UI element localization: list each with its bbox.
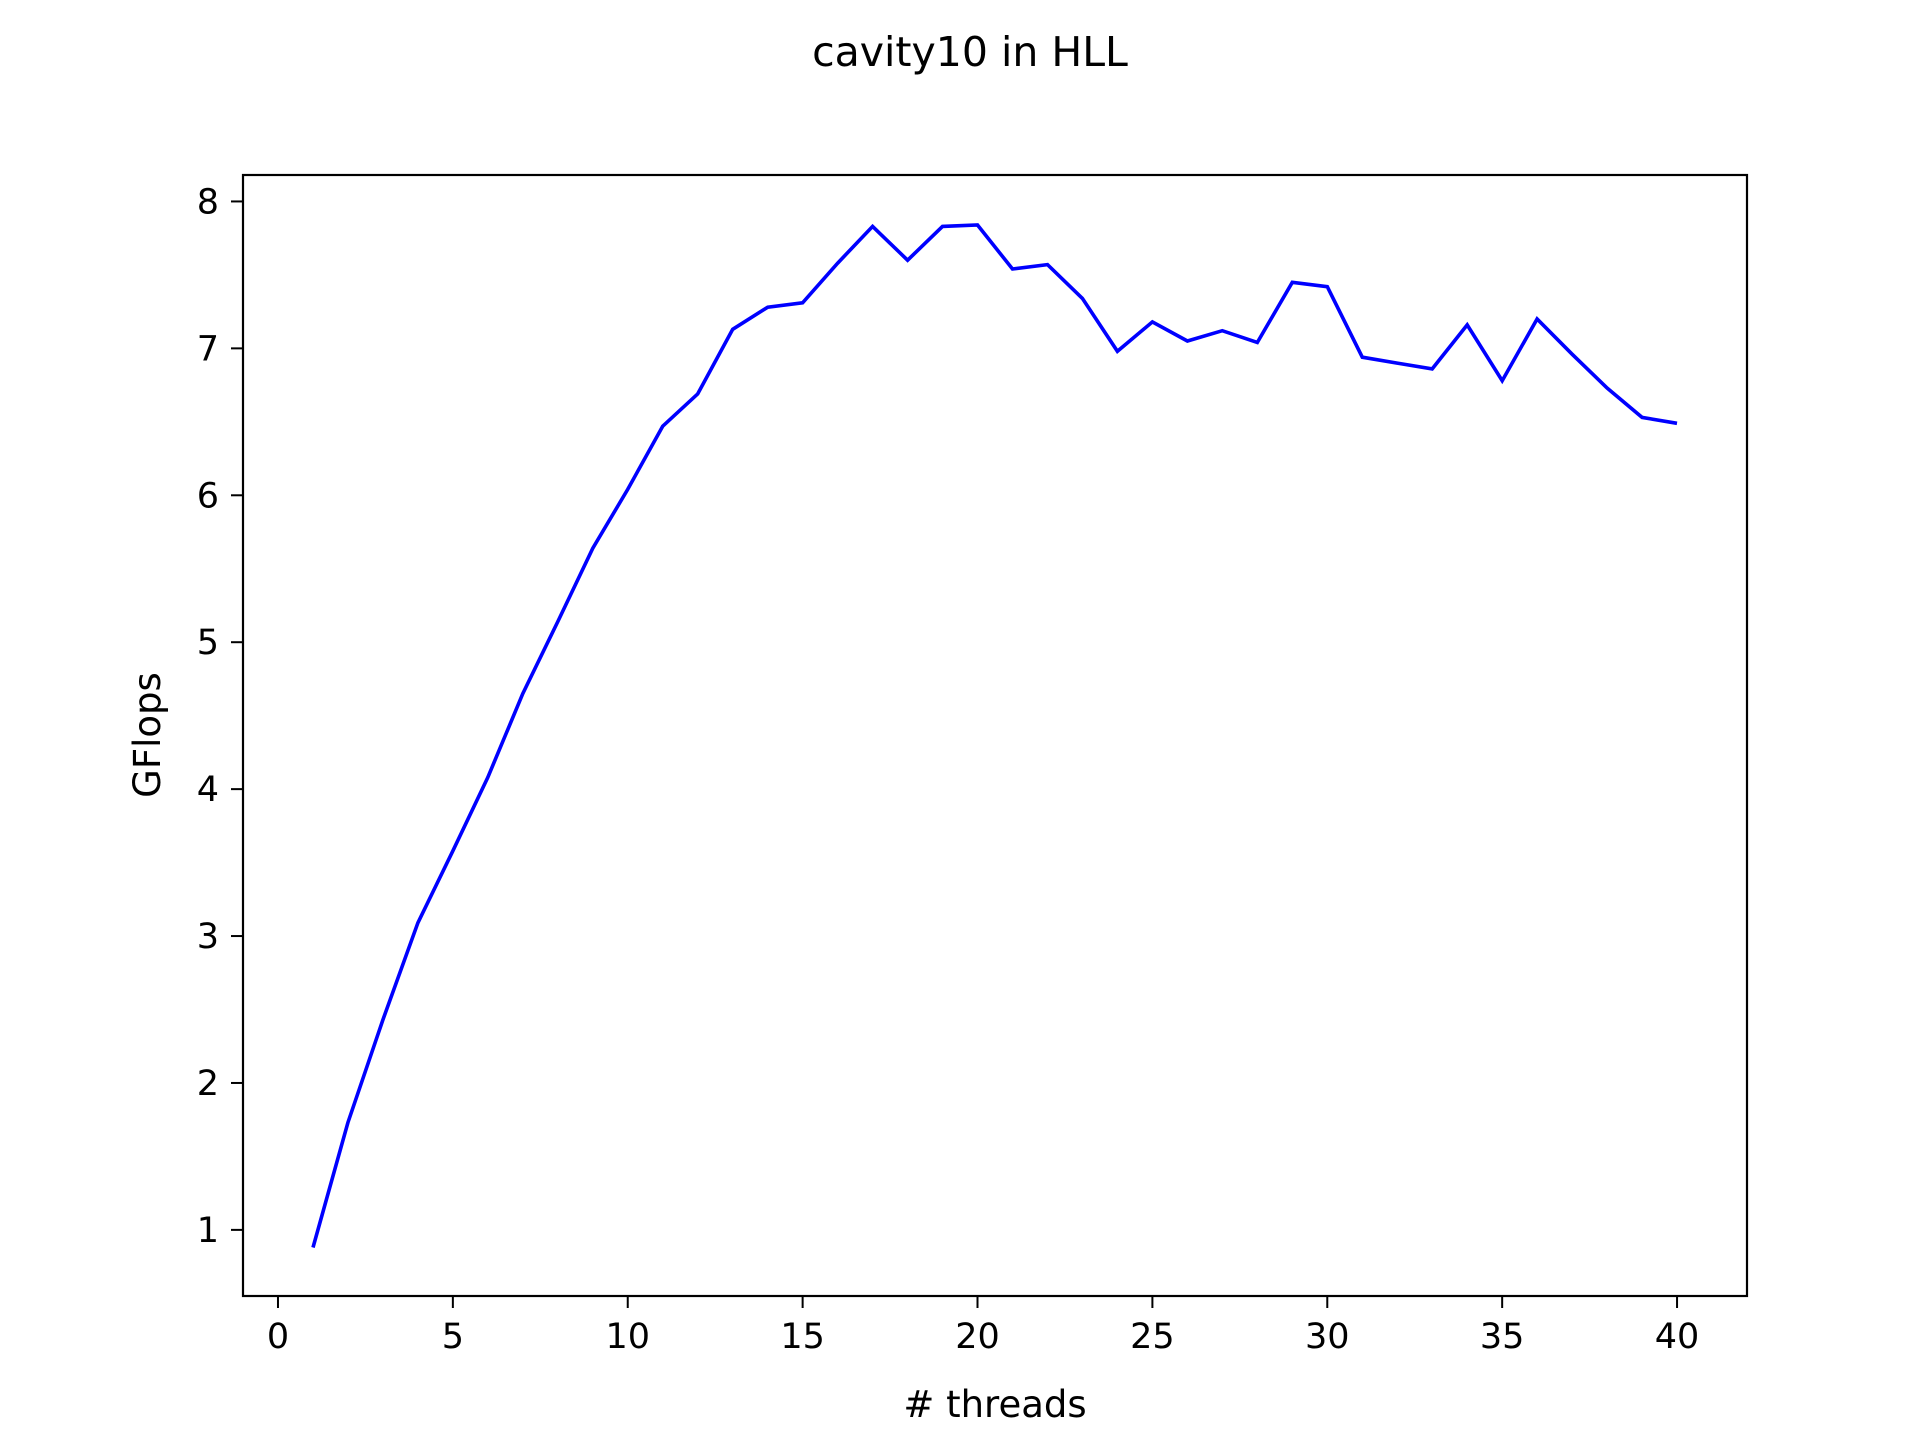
x-tick-label: 10 (605, 1317, 650, 1357)
series-layer (311, 223, 1678, 1248)
x-tick-label: 25 (1130, 1317, 1175, 1357)
x-tick-label: 30 (1305, 1317, 1350, 1357)
series-line-0 (311, 223, 1678, 1248)
y-tick-label: 1 (197, 1211, 219, 1251)
y-tick-label: 7 (197, 329, 219, 369)
y-axis-label: GFlops (126, 672, 169, 798)
y-tick-label: 5 (197, 623, 219, 663)
chart-title: cavity10 in HLL (812, 28, 1128, 76)
y-axis: 1 2 3 4 5 6 7 8 (197, 182, 243, 1251)
plot-area-frame (241, 173, 1749, 1298)
y-tick-label: 2 (197, 1064, 219, 1104)
x-tick-label: 40 (1655, 1317, 1700, 1357)
x-axis: 0 5 10 15 20 25 30 35 40 (267, 1296, 1699, 1357)
x-tick-label: 0 (267, 1317, 289, 1357)
x-tick-label: 5 (442, 1317, 464, 1357)
x-axis-label: # threads (903, 1383, 1086, 1426)
y-tick-label: 4 (197, 770, 219, 810)
y-tick-label: 3 (197, 917, 219, 957)
x-tick-label: 15 (780, 1317, 825, 1357)
y-tick-label: 6 (197, 476, 219, 516)
x-tick-label: 35 (1480, 1317, 1525, 1357)
x-tick-label: 20 (955, 1317, 1000, 1357)
y-tick-label: 8 (197, 182, 219, 222)
